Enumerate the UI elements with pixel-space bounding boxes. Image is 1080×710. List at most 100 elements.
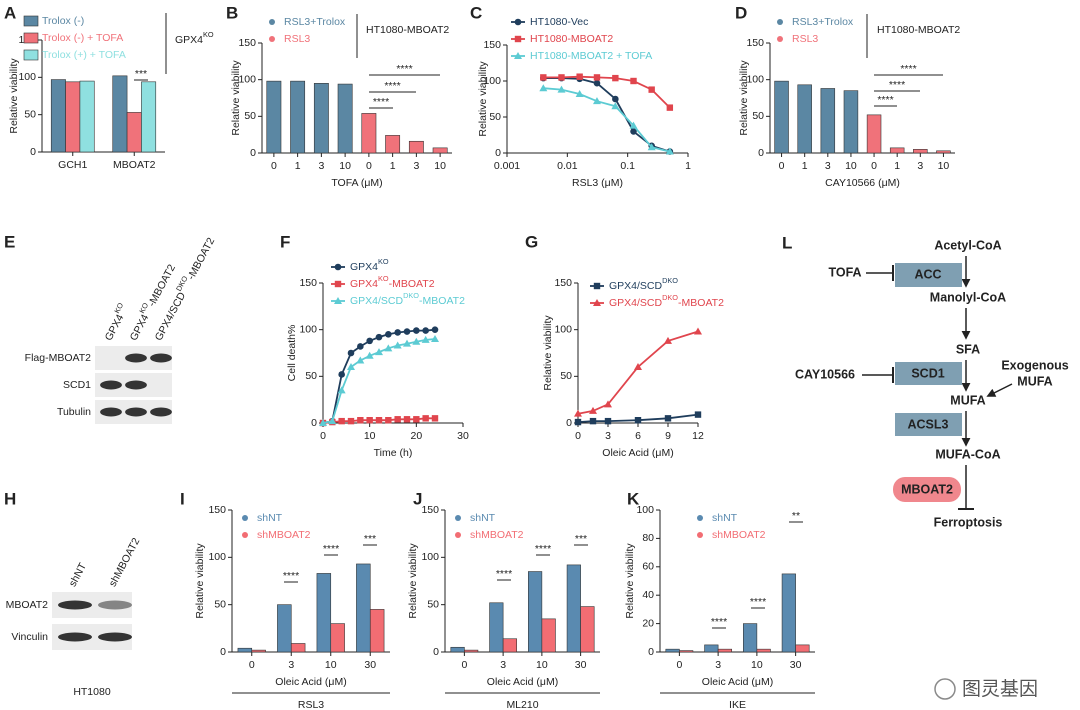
marker xyxy=(422,327,429,334)
x-tick-label: 30 xyxy=(790,659,802,671)
bar xyxy=(112,75,128,153)
annotation: **** xyxy=(877,94,893,106)
x-tick-label: 10 xyxy=(339,160,351,172)
bar xyxy=(385,135,401,154)
marker xyxy=(375,348,383,356)
x-tick-label: 6 xyxy=(635,430,641,442)
marker xyxy=(574,418,582,426)
bar xyxy=(432,147,448,154)
marker xyxy=(421,335,430,343)
panel-letter: I xyxy=(180,489,185,508)
marker xyxy=(385,331,392,338)
blot-caption: HT1080 xyxy=(73,686,111,698)
x-tick-label: 9 xyxy=(665,430,671,442)
y-tick-label: 50 xyxy=(489,111,501,123)
legend-title: HT1080-MBOAT2 xyxy=(877,24,960,36)
group-label: IKE xyxy=(729,699,746,710)
blot-band xyxy=(125,380,147,390)
x-tick-label: 10 xyxy=(938,160,950,172)
bar xyxy=(361,113,377,154)
marker xyxy=(328,417,337,425)
marker xyxy=(540,74,547,81)
x-tick-label: 3 xyxy=(318,160,324,172)
blot-band xyxy=(100,407,122,417)
panel-letter: G xyxy=(525,232,538,251)
marker xyxy=(666,104,674,111)
marker xyxy=(337,386,346,394)
x-tick-label: 3 xyxy=(413,160,419,172)
panel-letter: B xyxy=(226,3,238,22)
marker xyxy=(576,73,583,80)
marker xyxy=(403,416,411,423)
y-tick-label: 100 xyxy=(483,75,501,87)
legend-title: GPX4KO xyxy=(175,30,214,45)
bar xyxy=(369,609,385,653)
marker xyxy=(403,328,411,335)
x-tick-label: 0.01 xyxy=(557,160,578,172)
enzyme: SCD1 xyxy=(911,366,944,380)
panel-letter: F xyxy=(280,232,290,251)
x-tick-label: 0.001 xyxy=(494,160,520,172)
legend-dot xyxy=(455,515,461,521)
marker xyxy=(365,351,374,359)
bar xyxy=(266,80,282,154)
marker xyxy=(629,121,638,129)
bar xyxy=(717,648,732,653)
y-tick-label: 150 xyxy=(554,277,572,289)
legend-label: shNT xyxy=(470,512,496,524)
x-axis-label: Oleic Acid (μM) xyxy=(275,676,346,688)
y-tick-label: 150 xyxy=(238,37,256,49)
node: Acetyl-CoA xyxy=(934,238,1001,252)
blot-band xyxy=(125,407,147,417)
panel-letter: J xyxy=(413,489,422,508)
y-tick-label: 0 xyxy=(30,146,36,158)
marker xyxy=(357,343,364,350)
bar xyxy=(450,646,465,653)
y-tick-label: 50 xyxy=(244,110,256,122)
bar xyxy=(704,644,719,653)
marker xyxy=(393,341,402,349)
enzyme-box xyxy=(895,413,962,436)
legend-dot xyxy=(269,36,275,42)
legend-label: RSL3+Trolox xyxy=(792,16,854,28)
bar xyxy=(408,140,424,154)
x-axis-label: Time (h) xyxy=(374,447,413,459)
inhibitor: CAY10566 xyxy=(795,367,855,381)
annotation: *** xyxy=(575,533,587,545)
x-tick-label: 0 xyxy=(575,430,581,442)
marker xyxy=(334,263,342,271)
bar xyxy=(665,648,680,653)
marker xyxy=(630,128,637,135)
x-tick-label: 0 xyxy=(779,160,785,172)
bar xyxy=(502,638,517,653)
legend-dot xyxy=(242,515,248,521)
legend-label: GPX4/SCDDKO-MBOAT2 xyxy=(609,293,724,308)
legend-label-part: GPX4/SCD xyxy=(609,297,663,309)
legend-label: GPX4/SCDDKO-MBOAT2 xyxy=(350,291,465,306)
marker xyxy=(664,336,672,344)
marker xyxy=(384,344,393,352)
legend-label: GPX4KO-MBOAT2 xyxy=(350,274,435,289)
x-tick-label: 30 xyxy=(364,659,376,671)
x-tick-label: 1 xyxy=(295,160,301,172)
x-tick-label: 0 xyxy=(320,430,326,442)
annotation: **** xyxy=(900,63,916,75)
x-tick-label: 1 xyxy=(894,160,900,172)
annotation: **** xyxy=(323,543,339,555)
bar xyxy=(820,88,836,154)
bar xyxy=(936,150,951,154)
marker xyxy=(334,297,342,304)
bar xyxy=(528,571,543,653)
y-axis-label: Relative viability xyxy=(230,60,242,136)
enzyme: ACC xyxy=(914,267,941,281)
enzyme-box xyxy=(895,263,962,287)
y-axis-label: Relative viability xyxy=(477,61,489,137)
legend-dot xyxy=(777,36,783,42)
x-axis-label: RSL3 (μM) xyxy=(572,177,623,189)
y-axis-label: Relative viability xyxy=(624,543,636,619)
y-tick-label: 150 xyxy=(208,504,226,516)
arrow xyxy=(986,383,1013,397)
x-tick-label: GCH1 xyxy=(58,159,87,171)
marker xyxy=(604,400,612,408)
marker xyxy=(514,18,522,26)
